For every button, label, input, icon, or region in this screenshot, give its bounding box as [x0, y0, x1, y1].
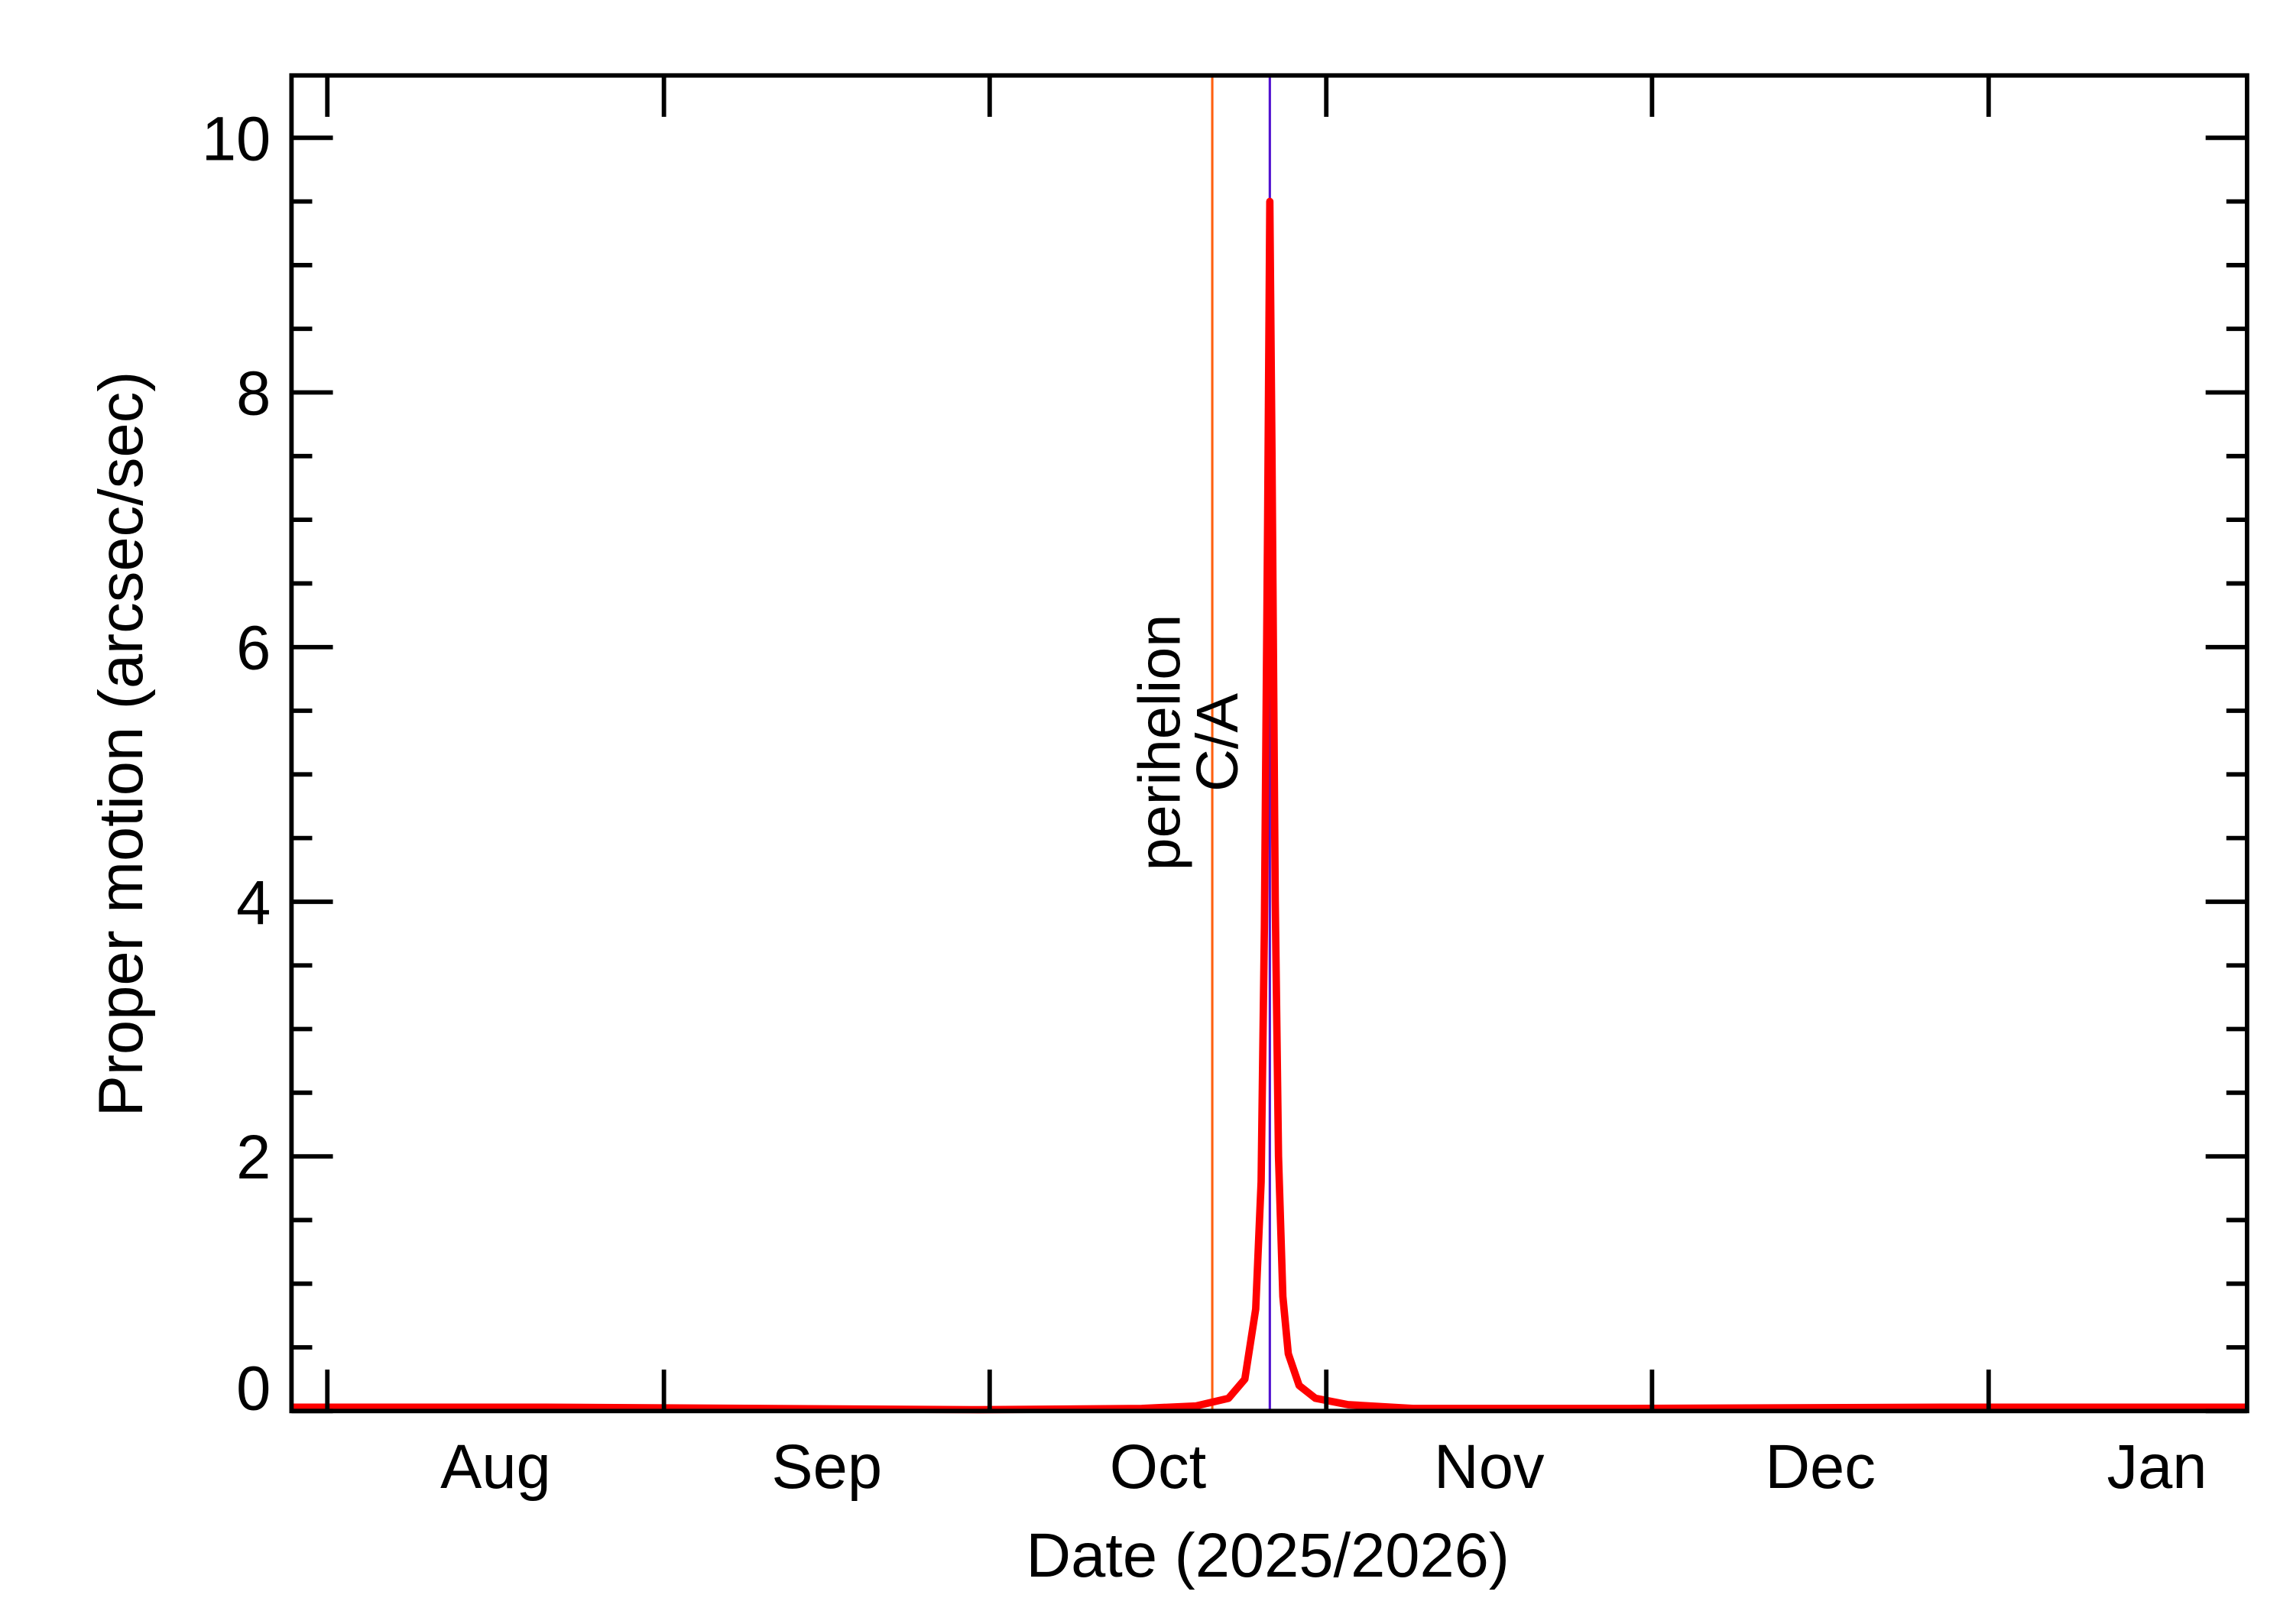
y-tick-label: 10	[202, 104, 271, 173]
x-tick-label: Dec	[1765, 1432, 1876, 1502]
marker-label: C/A	[1185, 693, 1250, 792]
x-tick-label: Nov	[1434, 1432, 1545, 1502]
plot-frame	[289, 73, 2249, 1414]
x-tick-label: Jan	[2107, 1432, 2207, 1502]
marker-label: perihelion	[1127, 614, 1192, 871]
y-tick-label: 4	[236, 868, 271, 938]
x-tick-label: Aug	[440, 1432, 551, 1502]
x-tick-label: Oct	[1110, 1432, 1206, 1502]
y-tick-label: 6	[236, 614, 271, 683]
data-line	[291, 197, 2247, 1414]
x-tick-label: Sep	[771, 1432, 882, 1502]
y-tick-label: 0	[236, 1353, 271, 1423]
x-axis-title: Date (2025/2026)	[1026, 1521, 1510, 1590]
y-tick-label: 2	[236, 1123, 271, 1192]
y-tick-label: 8	[236, 359, 271, 429]
y-axis-title: Proper motion (arcsec/sec)	[86, 371, 156, 1117]
